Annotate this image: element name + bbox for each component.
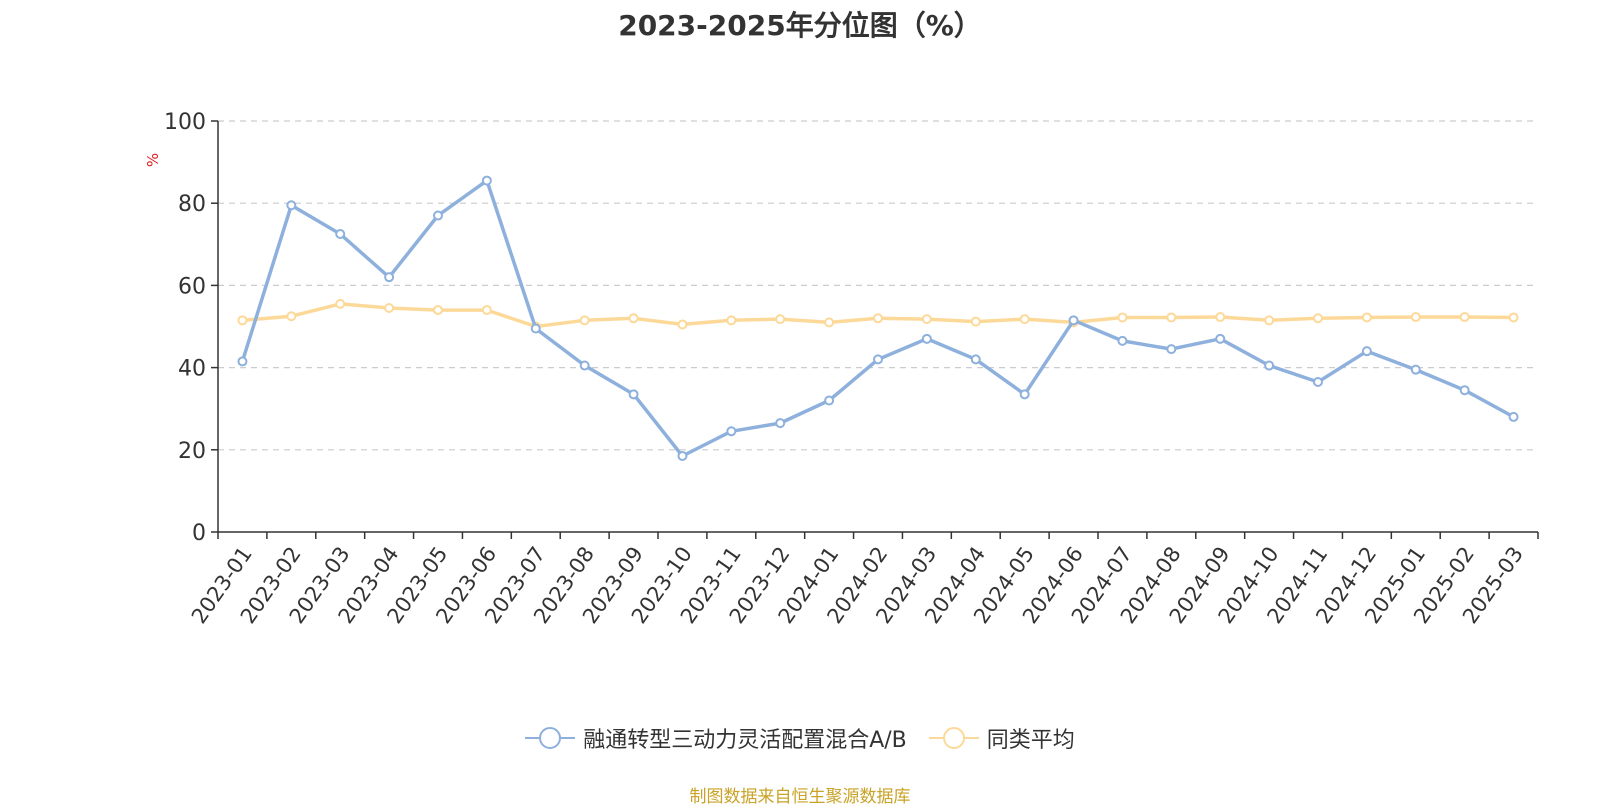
series-2-point [433, 305, 443, 316]
series-1-point [579, 360, 590, 371]
series-1-point [481, 175, 492, 186]
series-2-point [1215, 312, 1226, 323]
series-2-point [1459, 312, 1470, 323]
legend-label-series-1: 融通转型三动力灵活配置混合A/B [583, 728, 907, 753]
y-tick-label: 100 [164, 110, 206, 135]
series-1-point [677, 450, 688, 461]
series-1-point [335, 229, 346, 240]
series-1-point [1264, 360, 1275, 371]
series-lines [237, 175, 1519, 461]
series-1-point [1215, 333, 1226, 344]
series-1-point [1166, 344, 1177, 355]
series-2-point [1019, 314, 1030, 325]
series-2-point [1410, 312, 1421, 323]
y-tick-label: 20 [178, 439, 206, 464]
series-1-point [1068, 315, 1079, 326]
series-2-point [970, 316, 981, 327]
y-axis-unit-label: % [144, 153, 162, 167]
y-tick-label: 60 [178, 274, 206, 299]
series-2-point [1166, 312, 1177, 323]
series-2-point [481, 305, 492, 316]
series-1-point [628, 389, 639, 400]
series-1-point [1019, 389, 1030, 400]
series-2-point [1264, 315, 1275, 326]
series-1-point [433, 210, 443, 221]
series-1-point [1508, 411, 1519, 422]
series-2-point [1313, 313, 1323, 324]
series-1-point [384, 272, 395, 283]
series-2-point [873, 313, 883, 324]
series-1-point [1313, 376, 1323, 387]
series-2-point [579, 315, 590, 326]
series-2-point [628, 313, 639, 324]
series-2-point [1361, 312, 1372, 323]
series-1-point [1361, 346, 1372, 357]
legend-item-series-1[interactable]: 融通转型三动力灵活配置混合A/B [525, 722, 907, 754]
series-2-point [335, 298, 346, 309]
series-2-point [726, 315, 737, 326]
axes: 0204060801002023-012023-022023-032023-04… [164, 110, 1539, 628]
legend-label-series-2: 同类平均 [986, 728, 1075, 753]
y-tick-label: 40 [178, 357, 206, 382]
series-1-point [921, 333, 932, 344]
legend: 融通转型三动力灵活配置混合A/B 同类平均 [0, 722, 1600, 754]
series-1-point [775, 418, 786, 429]
series-1-point [1117, 335, 1128, 346]
series-2-point [775, 314, 786, 325]
grid-lines [218, 120, 1538, 451]
series-2-point [1117, 312, 1128, 323]
series-2-point [384, 303, 395, 314]
legend-marker-series-2-icon [928, 727, 979, 749]
series-1-point [726, 426, 737, 437]
series-2-point [286, 311, 297, 322]
series-1-point [1459, 385, 1470, 396]
series-1-point [530, 323, 541, 334]
series-2-point [237, 315, 248, 326]
chart-title: 2023-2025年分位图（%） [618, 9, 982, 42]
series-1-point [970, 354, 981, 365]
series-1-point [286, 200, 297, 211]
series-1-point [873, 354, 883, 365]
series-2-point [824, 317, 835, 328]
legend-item-series-2[interactable]: 同类平均 [928, 722, 1075, 754]
series-1-point [237, 356, 248, 367]
series-2-point [921, 314, 932, 325]
source-note: 制图数据来自恒生聚源数据库 [689, 787, 911, 807]
legend-marker-series-1-icon [525, 727, 576, 749]
y-tick-label: 80 [178, 192, 206, 217]
series-2-point [1508, 312, 1519, 323]
series-1-point [824, 395, 835, 406]
y-tick-label: 0 [192, 521, 206, 546]
series-1-point [1410, 364, 1421, 375]
series-2-point [677, 319, 688, 330]
